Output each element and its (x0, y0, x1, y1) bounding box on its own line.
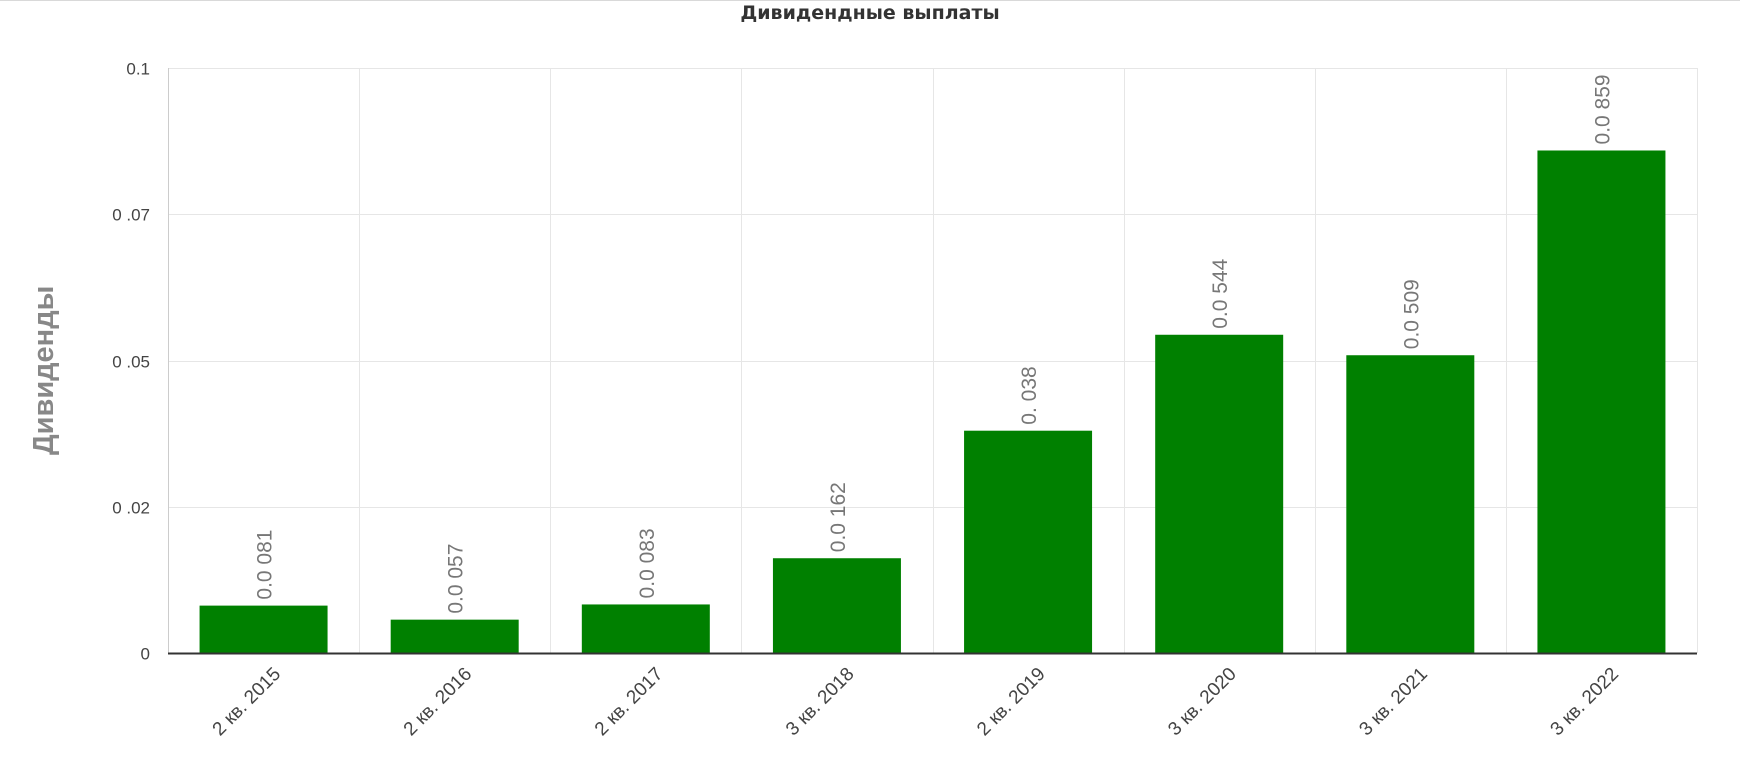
x-tick-label: 2 кв. 2015 (209, 664, 285, 740)
y-tick-label: 0 .05 (112, 353, 150, 372)
x-tick-label: 3 кв. 2020 (1164, 664, 1240, 740)
y-tick-labels: 0 0 .02 0 .05 0 .07 0.1 (112, 60, 150, 664)
x-tick-label: 2 кв. 2019 (973, 664, 1049, 740)
x-tick-label: 3 кв. 2018 (782, 664, 858, 740)
bar (581, 604, 710, 653)
bar (772, 558, 901, 653)
data-label: 0.0 057 (445, 544, 468, 614)
bar (1155, 334, 1284, 653)
data-label: 0.0 859 (1591, 74, 1614, 144)
x-tick-label: 2 кв. 2017 (591, 664, 667, 740)
bar (1537, 150, 1666, 654)
bar (964, 430, 1093, 653)
bar (1346, 355, 1475, 653)
data-label: 0.0 162 (827, 482, 850, 552)
bar (199, 605, 328, 653)
y-tick-label: 0 .07 (112, 206, 150, 225)
data-label: 0. 038 (1018, 366, 1041, 424)
x-tick-label: 3 кв. 2022 (1547, 664, 1623, 740)
data-labels: 0.0 081 0.0 057 0.0 083 0.0 162 0. 038 0.0 54… (254, 74, 1615, 613)
y-tick-label: 0 .02 (112, 499, 150, 518)
y-tick-label: 0 (141, 645, 150, 664)
x-tick-labels: 2 кв. 2015 2 кв. 2016 2 кв. 2017 3 кв. 2018… (209, 664, 1623, 740)
data-label: 0.0 083 (636, 528, 659, 598)
x-tick-label: 2 кв. 2016 (400, 664, 476, 740)
axes (168, 68, 1697, 655)
grid-lines (168, 68, 1698, 653)
x-tick-label: 3 кв. 2021 (1355, 664, 1431, 740)
data-label: 0.0 509 (1400, 279, 1423, 349)
bars (199, 150, 1666, 654)
data-label: 0.0 081 (254, 530, 277, 600)
top-border (0, 0, 1740, 1)
chart-title: Дивидендные выплаты (740, 2, 1000, 24)
y-tick-label: 0.1 (126, 60, 150, 79)
bar (390, 619, 519, 653)
data-label: 0.0 544 (1209, 258, 1232, 328)
